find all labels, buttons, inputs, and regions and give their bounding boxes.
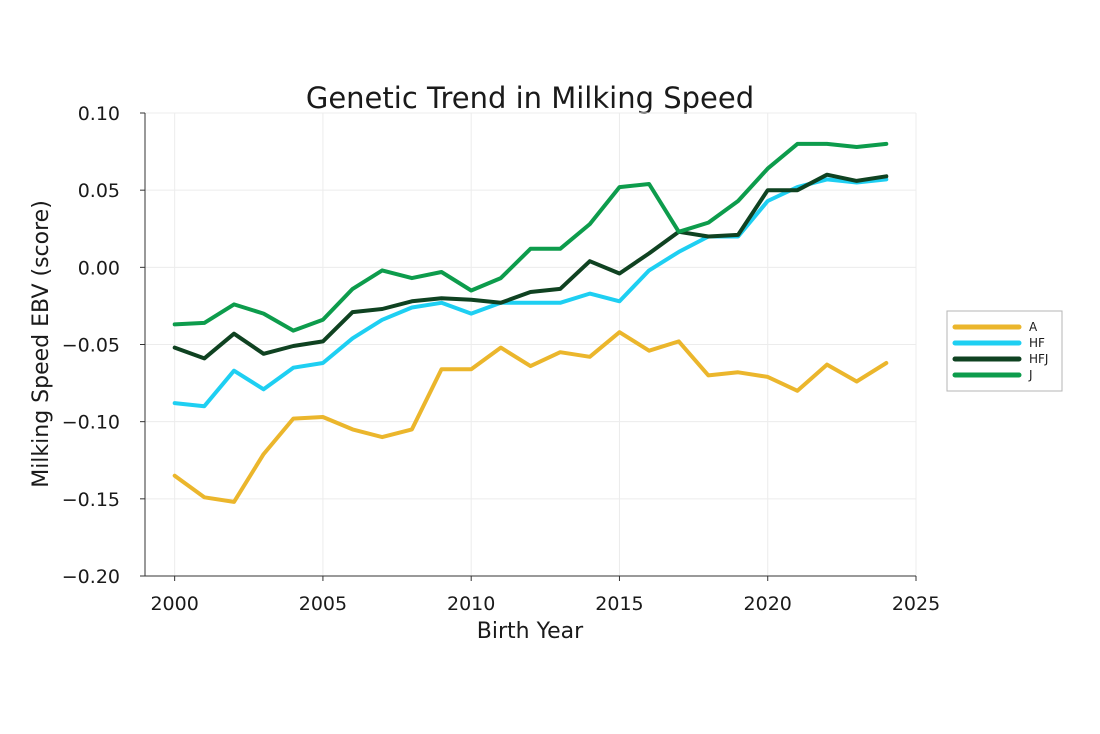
legend: A HF HFJ J [946, 310, 1063, 392]
series-line-j [172, 141, 889, 333]
gridlines [145, 112, 917, 577]
x-tick-label: 2010 [447, 593, 495, 615]
tick-labels: 2000 2005 2010 2015 2020 2025 −0.20 −0.15 −0.10 −… [62, 103, 940, 615]
legend-label-hf: HF [1029, 336, 1045, 350]
legend-box [946, 310, 1063, 392]
y-tick-label: −0.15 [62, 489, 120, 511]
x-tick-label: 2020 [744, 593, 792, 615]
y-axis-label: Milking Speed EBV (score) [29, 200, 54, 488]
y-tick-label: −0.05 [62, 335, 120, 357]
x-tick-label: 2015 [595, 593, 643, 615]
legend-label-a: A [1029, 320, 1038, 334]
x-tick-label: 2000 [150, 593, 198, 615]
x-tick-label: 2005 [299, 593, 347, 615]
legend-label-hfj: HFJ [1029, 352, 1048, 366]
series-line-hfj [172, 172, 889, 361]
y-tick-label: 0.10 [78, 103, 120, 125]
y-tick-label: 0.05 [78, 180, 120, 202]
x-tick-label: 2025 [892, 593, 940, 615]
series-lines [172, 141, 889, 504]
y-tick-label: −0.10 [62, 412, 120, 434]
y-tick-label: −0.20 [62, 566, 120, 588]
series-line-a [172, 330, 889, 504]
legend-label-j: J [1028, 368, 1033, 382]
series-line-hf [172, 177, 889, 409]
y-tick-label: 0.00 [78, 257, 120, 279]
axes [140, 112, 917, 581]
x-axis-label: Birth Year [477, 619, 584, 644]
chart-title: Genetic Trend in Milking Speed [306, 81, 754, 115]
